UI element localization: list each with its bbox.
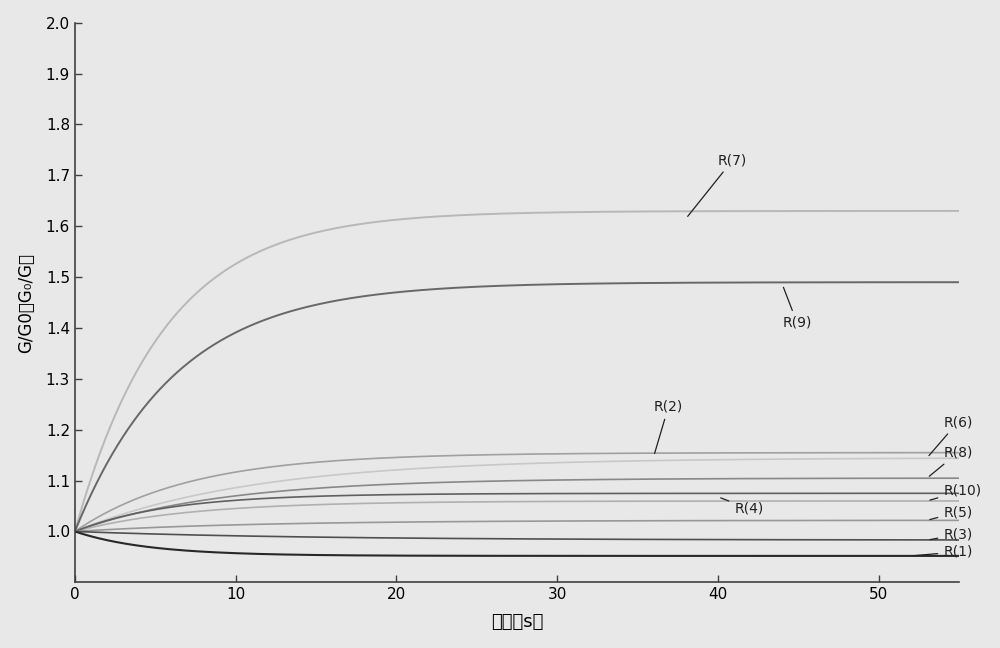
Text: R(4): R(4) — [721, 498, 763, 516]
Text: R(1): R(1) — [914, 545, 973, 559]
Text: R(9): R(9) — [782, 287, 812, 330]
Text: R(6): R(6) — [929, 415, 973, 456]
Text: R(7): R(7) — [688, 153, 747, 216]
Text: R(5): R(5) — [930, 505, 972, 520]
Text: R(10): R(10) — [930, 484, 981, 500]
Text: R(3): R(3) — [930, 527, 972, 542]
Text: R(8): R(8) — [929, 446, 973, 476]
Y-axis label: G/G0（G₀/G）: G/G0（G₀/G） — [17, 253, 35, 353]
Text: R(2): R(2) — [654, 400, 683, 454]
X-axis label: 时间（s）: 时间（s） — [491, 614, 543, 631]
